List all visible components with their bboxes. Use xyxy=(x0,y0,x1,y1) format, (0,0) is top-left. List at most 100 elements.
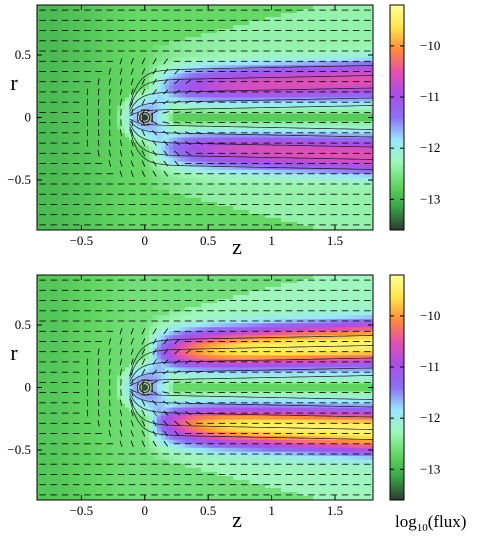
heatmap-cell xyxy=(121,21,126,26)
heatmap-cell xyxy=(297,109,302,115)
heatmap-cell xyxy=(185,5,190,10)
heatmap-cell xyxy=(157,105,162,111)
heatmap-cell xyxy=(317,141,322,147)
heatmap-cell xyxy=(97,81,102,86)
heatmap-cell xyxy=(273,221,278,227)
heatmap-cell xyxy=(121,73,126,78)
heatmap-cell xyxy=(141,217,146,223)
heatmap-cell xyxy=(241,209,246,215)
heatmap-cell xyxy=(141,141,146,147)
heatmap-cell xyxy=(113,221,118,227)
heatmap-cell xyxy=(245,61,250,66)
heatmap-cell xyxy=(345,53,350,58)
heatmap-cell xyxy=(137,173,142,179)
heatmap-cell xyxy=(309,37,314,42)
heatmap-cell xyxy=(173,161,178,167)
heatmap-cell xyxy=(345,225,350,230)
heatmap-cell xyxy=(45,213,50,219)
heatmap-cell xyxy=(73,125,78,131)
heatmap-cell xyxy=(317,77,322,82)
heatmap-cell xyxy=(253,209,258,215)
heatmap-cell xyxy=(241,45,246,50)
heatmap-cell xyxy=(93,117,98,123)
vector-arrow xyxy=(141,170,146,177)
heatmap-cell xyxy=(201,49,206,54)
heatmap-cell xyxy=(41,33,46,38)
heatmap-cell xyxy=(41,85,46,90)
heatmap-cell xyxy=(333,9,338,14)
heatmap-cell xyxy=(141,189,146,195)
heatmap-cell xyxy=(185,93,190,99)
heatmap-cell xyxy=(341,113,346,119)
heatmap-cell xyxy=(257,209,262,215)
heatmap-cell xyxy=(313,201,318,207)
heatmap-cell xyxy=(361,9,366,14)
heatmap-cell xyxy=(81,49,86,54)
heatmap-cell xyxy=(353,213,358,219)
heatmap-cell xyxy=(49,101,54,107)
heatmap-cell xyxy=(197,117,202,123)
heatmap-cell xyxy=(237,129,242,135)
heatmap-cell xyxy=(197,189,202,195)
heatmap-cell xyxy=(173,57,178,62)
heatmap-cell xyxy=(369,181,373,187)
heatmap-cell xyxy=(185,113,190,119)
heatmap-cell xyxy=(133,117,138,123)
heatmap-cell xyxy=(357,149,362,155)
heatmap-cell xyxy=(77,109,82,115)
heatmap-cell xyxy=(97,113,102,119)
heatmap-cell xyxy=(45,185,50,191)
heatmap-cell xyxy=(189,85,194,90)
vector-arrow xyxy=(108,78,111,85)
heatmap-cell xyxy=(73,45,78,50)
heatmap-cell xyxy=(233,149,238,155)
heatmap-cell xyxy=(217,109,222,115)
heatmap-cell xyxy=(69,209,74,215)
heatmap-cell xyxy=(133,145,138,151)
heatmap-cell xyxy=(329,165,334,171)
heatmap-cell xyxy=(317,193,322,199)
heatmap-cell xyxy=(313,141,318,147)
heatmap-cell xyxy=(53,177,58,183)
heatmap-cell xyxy=(353,169,358,175)
heatmap-cell xyxy=(209,57,214,62)
heatmap-cell xyxy=(81,5,86,10)
heatmap-cell xyxy=(329,145,334,151)
heatmap-cell xyxy=(113,33,118,38)
vector-arrow xyxy=(108,68,111,75)
heatmap-cell xyxy=(61,77,66,82)
heatmap-cell xyxy=(277,113,282,119)
heatmap-cell xyxy=(69,221,74,227)
heatmap-cell xyxy=(337,161,342,167)
heatmap-cell xyxy=(293,73,298,78)
heatmap-cell xyxy=(37,97,42,103)
heatmap-cell xyxy=(113,189,118,195)
heatmap-cell xyxy=(237,225,242,230)
heatmap-cell xyxy=(277,81,282,86)
heatmap-cell xyxy=(173,189,178,195)
heatmap-cell xyxy=(53,117,58,123)
heatmap-cell xyxy=(289,5,294,10)
heatmap-cell xyxy=(341,133,346,139)
heatmap-cell xyxy=(113,181,118,187)
heatmap-cell xyxy=(185,101,190,107)
heatmap-cell xyxy=(253,17,258,22)
heatmap-cell xyxy=(197,17,202,22)
heatmap-cell xyxy=(253,41,258,46)
heatmap-cell xyxy=(333,169,338,175)
heatmap-cell xyxy=(277,189,282,195)
heatmap-cell xyxy=(145,153,150,159)
heatmap-cell xyxy=(325,169,330,175)
heatmap-cell xyxy=(241,97,246,103)
vector-arrow xyxy=(162,130,169,135)
heatmap-cell xyxy=(125,173,130,179)
heatmap-cell xyxy=(197,197,202,203)
heatmap-cell xyxy=(121,153,126,159)
heatmap-cell xyxy=(161,53,166,58)
heatmap-cell xyxy=(301,9,306,14)
heatmap-cell xyxy=(245,225,250,230)
heatmap-cell xyxy=(61,141,66,147)
heatmap-cell xyxy=(41,57,46,62)
heatmap-cell xyxy=(137,57,142,62)
heatmap-cell xyxy=(113,177,118,183)
